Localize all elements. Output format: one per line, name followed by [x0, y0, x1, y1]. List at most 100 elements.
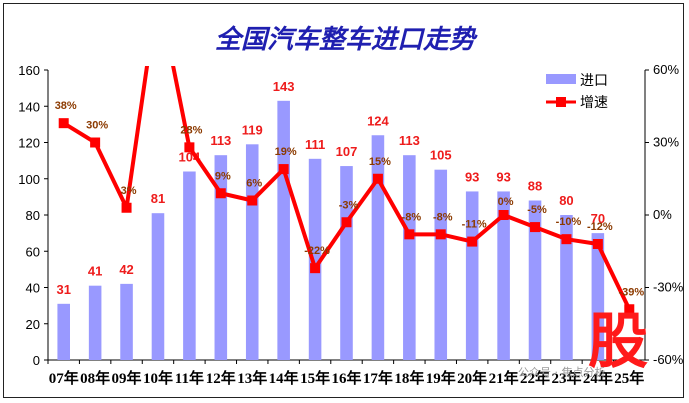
- bar: [183, 171, 196, 360]
- rate-value-label: -22%: [304, 245, 330, 257]
- y-left-tick-label: 80: [26, 208, 40, 223]
- bar: [340, 166, 353, 360]
- bar: [497, 191, 510, 360]
- rate-value-label: -5%: [527, 204, 547, 216]
- y-left-tick-label: 40: [26, 281, 40, 296]
- bar: [371, 135, 385, 360]
- bar-value-label: 124: [367, 113, 389, 128]
- x-tick-label: 17年: [363, 369, 393, 387]
- rate-value-label: 15%: [369, 156, 391, 168]
- y-right-tick-label: 30%: [653, 135, 679, 150]
- y-right-tick-label: -60%: [653, 352, 684, 367]
- rate-value-label: 0%: [498, 196, 514, 208]
- bar: [214, 155, 228, 360]
- rate-value-label: -8%: [402, 211, 422, 223]
- y-left-tick-label: 100: [18, 172, 40, 187]
- bar: [277, 100, 290, 360]
- bar-series: [57, 100, 605, 360]
- bar-value-label: 111: [305, 137, 325, 152]
- bar-value-label: 105: [430, 148, 452, 163]
- line-marker: [435, 229, 446, 240]
- bar: [57, 303, 70, 360]
- x-tick-label: 25年: [614, 369, 644, 387]
- stamp-character: 股: [588, 307, 648, 377]
- bar-value-label: 41: [88, 264, 102, 279]
- y-left-tick-label: 20: [26, 317, 40, 332]
- bar: [151, 213, 165, 360]
- bar: [308, 158, 322, 360]
- rate-value-label: -39%: [618, 286, 644, 298]
- x-tick-label: 09年: [112, 369, 142, 387]
- x-tick-label: 11年: [175, 369, 204, 387]
- line-marker: [624, 304, 635, 315]
- line-marker: [498, 210, 509, 220]
- y-right-tick-label: -30%: [653, 280, 684, 295]
- line-marker: [467, 236, 478, 247]
- x-tick-label: 22年: [520, 369, 550, 387]
- legend-swatch-bar: [546, 74, 576, 84]
- bar-value-label: 80: [559, 193, 573, 208]
- x-tick-label: 13年: [237, 369, 267, 387]
- x-tick-label: 08年: [80, 369, 110, 387]
- x-tick-label: 23年: [551, 369, 581, 387]
- line-marker: [58, 118, 69, 129]
- y-right-tick-label: 60%: [653, 62, 679, 77]
- bar-value-label: 113: [210, 133, 231, 148]
- bar-value-label: 143: [273, 79, 295, 94]
- line-series: [58, 66, 635, 315]
- y-left-tick-label: 120: [18, 136, 40, 151]
- bar-value-label: 119: [242, 122, 263, 137]
- bar-value-label: 88: [528, 179, 542, 194]
- bar-value-label: 113: [399, 133, 420, 148]
- line-marker: [215, 188, 226, 199]
- line-marker: [561, 234, 572, 245]
- line-marker: [121, 202, 132, 213]
- line-marker: [341, 217, 352, 228]
- watermark-text: 公众号 · 焦点分析: [518, 365, 606, 379]
- line-marker: [90, 137, 101, 148]
- legend: 进口 增速: [546, 73, 608, 111]
- legend-label-bar: 进口: [580, 73, 608, 89]
- rate-labels: 38% 30% 3% 28% 9% 6% 19% -22% -3% 15% -8% -8% -11% 0%…: [55, 100, 645, 298]
- rate-value-label: -10%: [556, 216, 582, 228]
- bar: [465, 191, 479, 360]
- bar: [434, 169, 448, 360]
- bar: [403, 155, 416, 360]
- bar-value-label: 81: [151, 191, 165, 206]
- chart-title: 全国汽车整车进口走势: [215, 25, 478, 55]
- rate-value-label: 9%: [215, 170, 231, 182]
- rate-value-label: 3%: [121, 185, 137, 197]
- rate-value-label: -3%: [339, 199, 359, 211]
- y-left-tick-label: 60: [26, 244, 40, 259]
- rate-value-label: 38%: [55, 100, 77, 112]
- y-left-tick-label: 160: [18, 63, 40, 78]
- y-right-tick-label: 0%: [653, 207, 672, 222]
- x-tick-label: 10年: [143, 369, 173, 387]
- x-tick-label: 12年: [206, 369, 236, 387]
- x-tick-label: 07年: [49, 369, 79, 387]
- rate-value-label: 28%: [180, 124, 202, 136]
- bar-value-label: 93: [465, 169, 479, 184]
- legend-label-line: 增速: [580, 95, 608, 111]
- bar: [528, 200, 542, 360]
- x-tick-label: 21年: [489, 369, 519, 387]
- bar-value-label: 31: [56, 282, 70, 297]
- line-marker: [310, 263, 321, 274]
- x-tick-label: 24年: [583, 369, 613, 387]
- rate-value-label: 30%: [86, 120, 108, 132]
- rate-value-label: -11%: [462, 219, 487, 231]
- rate-value-label: 6%: [246, 178, 262, 190]
- rate-value-label: -12%: [587, 221, 613, 233]
- line-marker: [247, 195, 258, 206]
- axes: 0 20 40 60 80 100 120 140 160 -60% -30% 0% 30% 60% 07年…: [18, 62, 683, 387]
- rate-value-label: 19%: [275, 146, 297, 158]
- rate-value-label: -8%: [433, 211, 453, 223]
- bar-value-label: 93: [496, 169, 510, 184]
- line-marker: [592, 239, 603, 249]
- bar-value-label: 107: [336, 144, 358, 159]
- line-marker: [278, 164, 289, 175]
- bar-value-label: 70: [591, 211, 605, 226]
- x-tick-label: 20年: [457, 369, 487, 387]
